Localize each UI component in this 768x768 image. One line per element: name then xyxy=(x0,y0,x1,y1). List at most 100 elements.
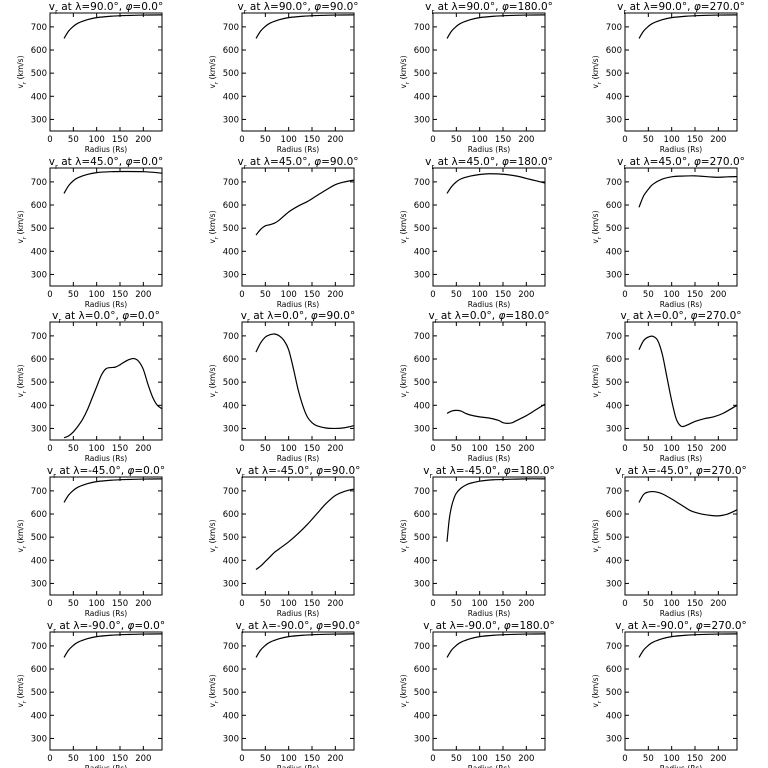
plot-frame xyxy=(432,631,546,751)
phi-value: 0.0 xyxy=(143,620,160,632)
x-tick-label: 50 xyxy=(643,444,654,454)
panel-title: vr at λ=90.0°, φ=270.0° xyxy=(617,1,745,16)
y-tick-label: 400 xyxy=(414,247,430,257)
lambda-value: 45.0 xyxy=(90,156,113,168)
y-tick-label: 300 xyxy=(31,115,47,125)
phi-value: 270.0 xyxy=(711,620,741,632)
x-tick-label: 200 xyxy=(518,290,534,300)
x-tick-label: 150 xyxy=(112,599,128,609)
y-tick-label: 500 xyxy=(31,69,47,79)
plot-frame xyxy=(241,167,355,287)
x-tick-label: 100 xyxy=(281,599,297,609)
x-axis-label: Radius (Rs) xyxy=(277,609,320,618)
series-line xyxy=(63,478,162,503)
y-tick-label: 600 xyxy=(223,201,239,211)
x-tick-label: 200 xyxy=(327,754,343,764)
x-axis-label: Radius (Rs) xyxy=(85,145,128,154)
x-tick-label: 0 xyxy=(430,290,435,300)
x-tick-label: 50 xyxy=(643,135,654,145)
x-tick-label: 150 xyxy=(495,444,511,454)
y-tick-label: 500 xyxy=(414,533,430,543)
plot-frame xyxy=(49,476,163,596)
y-axis-label: vr (km/s) xyxy=(591,210,603,243)
y-tick-label: 400 xyxy=(414,92,430,102)
y-tick-label: 400 xyxy=(223,556,239,566)
x-tick-label: 150 xyxy=(112,135,128,145)
panel-2-1: vr at λ=45.0°, φ=0.0° 0 50 100 150 200 300 400 5… xyxy=(16,156,163,309)
y-tick-label: 700 xyxy=(606,23,622,33)
y-tick-label: 300 xyxy=(606,424,622,434)
y-tick-label: 400 xyxy=(223,401,239,411)
lambda-value: -90.0 xyxy=(465,620,492,632)
series-line xyxy=(63,14,162,39)
plot-frame xyxy=(49,12,163,132)
x-tick-label: 0 xyxy=(430,599,435,609)
x-tick-label: 50 xyxy=(451,444,462,454)
y-tick-label: 600 xyxy=(31,665,47,675)
plot-frame xyxy=(241,12,355,132)
x-tick-label: 200 xyxy=(135,290,151,300)
panel-3-1: vr at λ=0.0°, φ=0.0° 0 50 100 150 200 300 400 50… xyxy=(16,310,163,463)
x-tick-label: 50 xyxy=(260,599,271,609)
y-tick-label: 600 xyxy=(31,201,47,211)
x-tick-label: 0 xyxy=(622,444,627,454)
x-tick-label: 150 xyxy=(687,754,703,764)
y-tick-label: 400 xyxy=(31,92,47,102)
y-tick-label: 500 xyxy=(223,533,239,543)
x-tick-label: 100 xyxy=(89,599,105,609)
y-axis-label: vr (km/s) xyxy=(208,210,220,243)
y-tick-label: 600 xyxy=(31,355,47,365)
panel-4-2: vr at λ=-45.0°, φ=90.0° 0 50 100 150 200 300 40… xyxy=(208,465,360,618)
plot-frame xyxy=(624,631,738,751)
y-tick-label: 500 xyxy=(606,69,622,79)
x-tick-label: 200 xyxy=(518,599,534,609)
x-tick-label: 100 xyxy=(89,444,105,454)
y-tick-label: 400 xyxy=(31,247,47,257)
x-tick-label: 0 xyxy=(47,754,52,764)
lambda-value: 0.0 xyxy=(470,310,487,322)
series-line xyxy=(638,335,737,428)
x-tick-label: 50 xyxy=(260,135,271,145)
phi-value: 270.0 xyxy=(711,465,741,477)
x-tick-label: 50 xyxy=(260,290,271,300)
x-axis-label: Radius (Rs) xyxy=(85,609,128,618)
panel-title: vr at λ=45.0°, φ=0.0° xyxy=(49,156,163,171)
x-axis-label: Radius (Rs) xyxy=(277,145,320,154)
series-line xyxy=(255,179,354,236)
lambda-value: -90.0 xyxy=(277,620,304,632)
x-tick-label: 100 xyxy=(664,444,680,454)
y-axis-label: vr (km/s) xyxy=(16,519,28,552)
panel-2-4: vr at λ=45.0°, φ=270.0° 0 50 100 150 200 300 40… xyxy=(591,156,745,309)
series-line xyxy=(446,173,545,194)
x-tick-label: 150 xyxy=(495,135,511,145)
x-tick-label: 50 xyxy=(68,290,79,300)
x-tick-label: 200 xyxy=(327,599,343,609)
x-axis-label: Radius (Rs) xyxy=(468,300,511,309)
y-tick-label: 500 xyxy=(31,688,47,698)
y-tick-label: 300 xyxy=(223,734,239,744)
phi-value: 0.0 xyxy=(141,156,158,168)
panel-1-2: vr at λ=90.0°, φ=90.0° 0 50 100 150 200 300 400… xyxy=(208,1,359,154)
lambda-value: 0.0 xyxy=(282,310,299,322)
x-tick-label: 100 xyxy=(664,599,680,609)
series-line xyxy=(63,170,162,194)
phi-value: 90.0 xyxy=(330,1,353,13)
phi-value: 270.0 xyxy=(710,1,740,13)
phi-value: 180.0 xyxy=(519,620,549,632)
panel-title: vr at λ=45.0°, φ=90.0° xyxy=(237,156,358,171)
x-tick-label: 50 xyxy=(451,290,462,300)
x-tick-label: 50 xyxy=(643,290,654,300)
phi-value: 0.0 xyxy=(143,465,160,477)
x-tick-label: 100 xyxy=(472,135,488,145)
x-tick-label: 150 xyxy=(112,290,128,300)
panel-5-2: vr at λ=-90.0°, φ=90.0° 0 50 100 150 200 300 40… xyxy=(208,620,360,768)
plot-frame xyxy=(49,321,163,441)
y-tick-label: 700 xyxy=(414,487,430,497)
y-tick-label: 600 xyxy=(606,665,622,675)
y-tick-label: 400 xyxy=(223,247,239,257)
lambda-value: 45.0 xyxy=(466,156,489,168)
x-tick-label: 150 xyxy=(495,599,511,609)
y-tick-label: 300 xyxy=(414,115,430,125)
panel-title: vr at λ=90.0°, φ=0.0° xyxy=(49,1,163,16)
panel-1-3: vr at λ=90.0°, φ=180.0° 0 50 100 150 200 300 40… xyxy=(399,1,553,154)
